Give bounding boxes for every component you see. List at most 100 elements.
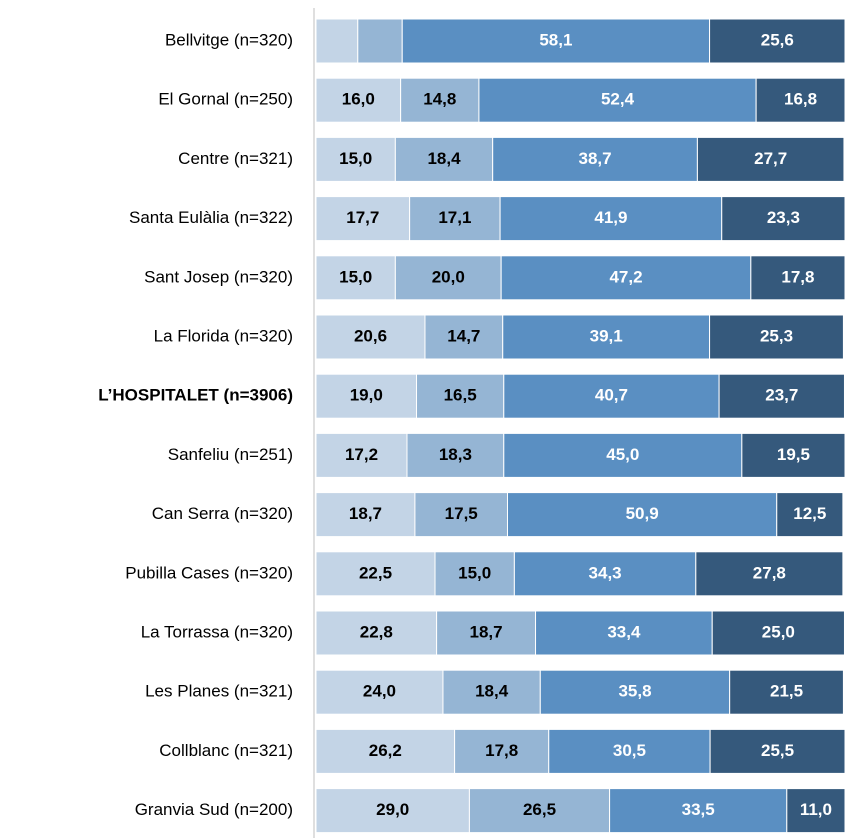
data-label: 17,2	[345, 445, 378, 464]
bar-segment	[468, 788, 611, 834]
data-label: 58,1	[539, 30, 572, 49]
data-label: 41,9	[594, 208, 627, 227]
data-label: 34,3	[589, 563, 622, 582]
bar-segment	[502, 314, 711, 360]
category-label: Bellvitge (n=320)	[165, 30, 293, 49]
bar-segment	[729, 669, 844, 715]
data-label: 16,0	[342, 90, 375, 109]
category-label: Can Serra (n=320)	[152, 504, 293, 523]
bar-segment	[721, 196, 845, 242]
data-label: 45,0	[606, 445, 639, 464]
data-label: 15,0	[339, 149, 372, 168]
data-label: 12,5	[793, 504, 826, 523]
data-label: 23,7	[765, 386, 798, 405]
bar-segment	[409, 196, 501, 242]
category-label: Collblanc (n=321)	[159, 741, 293, 760]
data-label: 16,5	[444, 386, 477, 405]
category-label: Centre (n=321)	[178, 149, 293, 168]
category-label: Pubilla Cases (n=320)	[125, 563, 293, 582]
bar-segment	[741, 432, 845, 478]
bar-segment	[506, 492, 778, 538]
bar-segment	[436, 610, 537, 656]
data-label: 50,9	[626, 504, 659, 523]
bar-segment	[718, 373, 845, 419]
bar-segment	[709, 18, 845, 64]
data-label: 35,8	[618, 682, 651, 701]
bar-segment	[424, 314, 504, 360]
data-label: 39,1	[590, 326, 623, 345]
bar-segment	[416, 373, 505, 419]
bar-segment	[315, 18, 359, 64]
bar-segment	[776, 492, 844, 538]
data-label: 18,3	[439, 445, 472, 464]
data-label: 40,7	[595, 386, 628, 405]
bar-segment	[696, 136, 845, 182]
category-label: Les Planes (n=321)	[145, 682, 293, 701]
category-label: La Florida (n=320)	[154, 326, 293, 345]
bar-segment	[492, 136, 698, 182]
bar-segment	[442, 669, 541, 715]
bar-segment	[513, 551, 697, 597]
bar-segment	[357, 18, 403, 64]
data-label: 22,5	[359, 563, 392, 582]
bar-segment	[315, 77, 402, 123]
bar-segment	[315, 196, 411, 242]
data-label: 19,5	[777, 445, 810, 464]
bar-segment	[503, 432, 743, 478]
data-label: 14,7	[447, 326, 480, 345]
category-label: Sant Josep (n=320)	[144, 267, 293, 286]
data-label: 33,5	[682, 800, 715, 819]
data-label: 20,0	[432, 267, 465, 286]
data-label: 11,0	[800, 800, 832, 819]
bar-segment	[315, 492, 416, 538]
data-label: 29,0	[376, 800, 409, 819]
data-label: 22,8	[360, 622, 393, 641]
bar-segment	[499, 196, 723, 242]
data-label: 17,7	[346, 208, 379, 227]
data-label: 27,7	[754, 149, 787, 168]
bar-segment	[709, 314, 844, 360]
bar-segment	[503, 373, 720, 419]
data-label: 19,0	[350, 386, 383, 405]
bar-segment	[315, 373, 418, 419]
bar-segment	[315, 432, 408, 478]
bar-segment	[315, 669, 444, 715]
data-label: 18,4	[475, 682, 509, 701]
bar-segment	[750, 255, 845, 301]
category-label: Santa Eulàlia (n=322)	[129, 208, 293, 227]
data-label: 25,6	[761, 30, 794, 49]
data-label: 26,2	[369, 741, 402, 760]
data-label: 17,8	[781, 267, 814, 286]
data-label: 25,0	[762, 622, 795, 641]
bar-segment	[315, 314, 426, 360]
data-label: 24,0	[363, 682, 396, 701]
bar-segment	[786, 788, 845, 834]
bar-segment	[539, 669, 731, 715]
data-label: 38,7	[579, 149, 612, 168]
data-label: 17,8	[485, 741, 518, 760]
data-label: 33,4	[607, 622, 641, 641]
bar-segment	[394, 255, 502, 301]
data-label: 18,7	[349, 504, 382, 523]
bar-segment	[315, 728, 456, 774]
data-label: 26,5	[523, 800, 556, 819]
data-label: 16,8	[784, 90, 817, 109]
category-label: Granvia Sud (n=200)	[135, 800, 293, 819]
data-label: 23,3	[767, 208, 800, 227]
category-label: La Torrassa (n=320)	[141, 622, 293, 641]
data-label: 25,3	[760, 326, 793, 345]
bar-segment	[548, 728, 711, 774]
category-label: Sanfeliu (n=251)	[168, 445, 293, 464]
category-label: El Gornal (n=250)	[158, 90, 293, 109]
bar-segment	[755, 77, 845, 123]
bar-segment	[315, 788, 470, 834]
data-label: 20,6	[354, 326, 387, 345]
bar-segment	[401, 18, 711, 64]
data-label: 27,8	[753, 563, 786, 582]
bar-segment	[315, 610, 438, 656]
data-label: 47,2	[609, 267, 642, 286]
bar-segment	[709, 728, 845, 774]
data-label: 30,5	[613, 741, 646, 760]
data-label: 21,5	[770, 682, 803, 701]
category-label: L’HOSPITALET (n=3906)	[98, 386, 293, 405]
